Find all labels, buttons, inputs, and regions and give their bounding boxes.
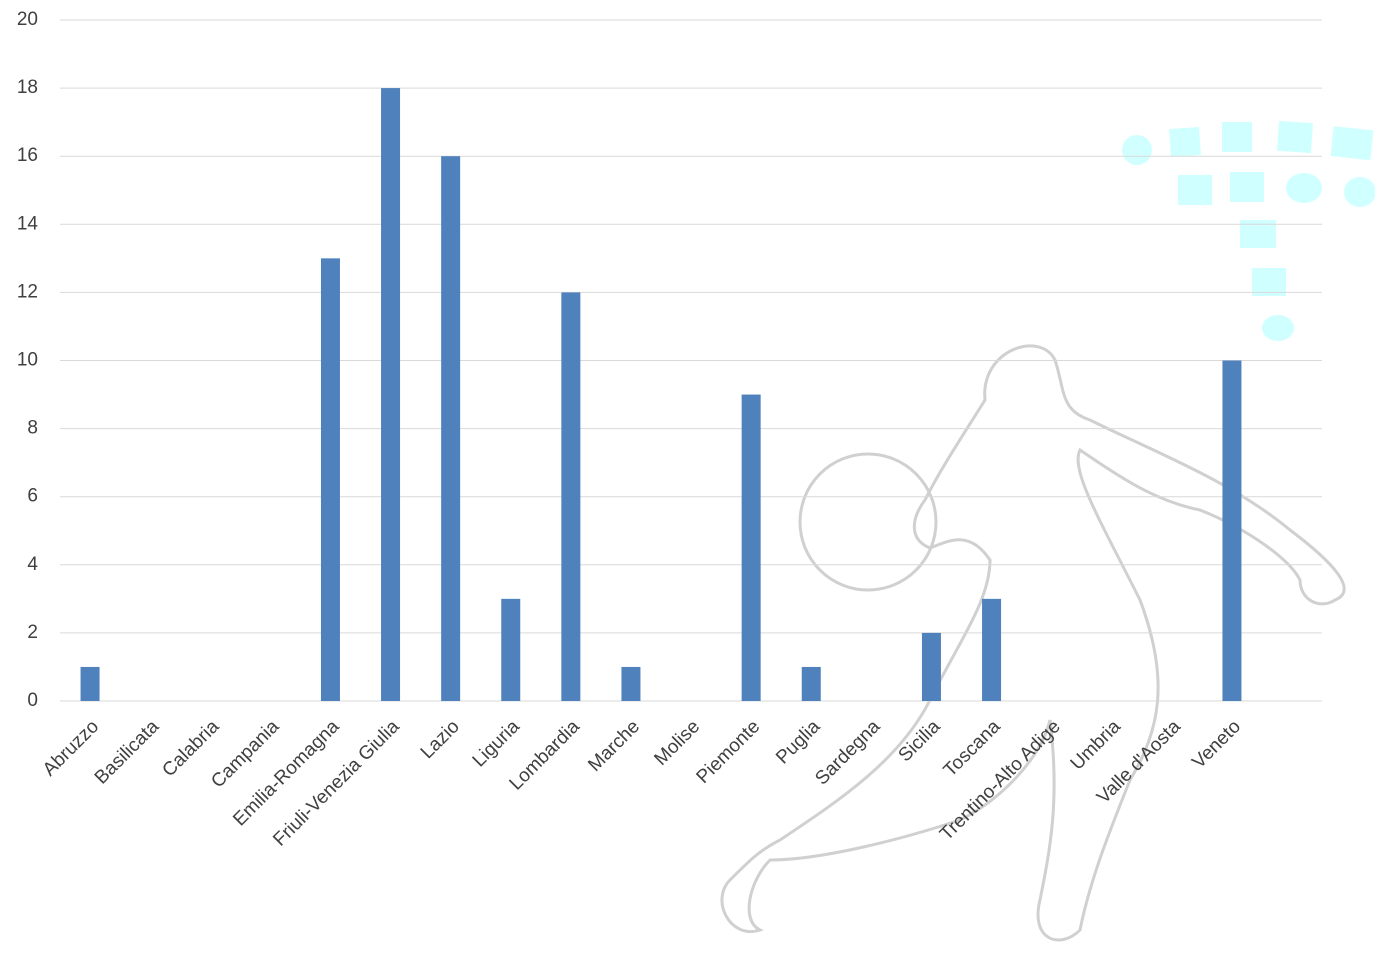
bar bbox=[1222, 360, 1242, 701]
bar bbox=[982, 598, 1002, 701]
x-tick-label: Puglia bbox=[772, 716, 825, 769]
bar bbox=[381, 88, 401, 702]
y-tick-label: 0 bbox=[27, 690, 38, 711]
y-tick-label: 8 bbox=[27, 418, 38, 439]
bar bbox=[621, 666, 641, 701]
bar bbox=[441, 156, 461, 701]
x-tick-label: Lazio bbox=[417, 716, 464, 763]
x-tick-label: Umbria bbox=[1067, 716, 1125, 774]
y-tick-label: 14 bbox=[17, 213, 39, 234]
y-tick-label: 20 bbox=[17, 9, 38, 30]
bar bbox=[501, 598, 521, 701]
x-tick-label: Basilicata bbox=[91, 716, 164, 789]
y-tick-label: 10 bbox=[17, 350, 38, 371]
x-tick-label: Liguria bbox=[469, 716, 524, 771]
x-tick-label: Veneto bbox=[1188, 716, 1245, 773]
bar bbox=[921, 632, 941, 701]
x-tick-label: Trentino-Alto Adige bbox=[936, 716, 1065, 845]
x-tick-label: Marche bbox=[584, 716, 644, 776]
x-tick-label: Piemonte bbox=[693, 716, 765, 788]
x-tick-label: Sardegna bbox=[811, 716, 884, 789]
watermark bbox=[1122, 120, 1375, 341]
y-tick-label: 16 bbox=[17, 145, 38, 166]
y-tick-label: 18 bbox=[17, 77, 38, 98]
y-tick-label: 4 bbox=[27, 554, 38, 575]
bar bbox=[80, 666, 100, 701]
x-tick-label: Emilia-Romagna bbox=[229, 716, 343, 830]
bar bbox=[561, 292, 581, 701]
bar bbox=[801, 666, 821, 701]
bar bbox=[741, 394, 761, 701]
x-tick-label: Molise bbox=[650, 716, 704, 770]
y-tick-label: 2 bbox=[27, 622, 38, 643]
y-tick-label: 12 bbox=[17, 281, 38, 302]
watermark-figure bbox=[720, 344, 1346, 942]
bar bbox=[320, 258, 340, 701]
y-tick-label: 6 bbox=[27, 486, 38, 507]
